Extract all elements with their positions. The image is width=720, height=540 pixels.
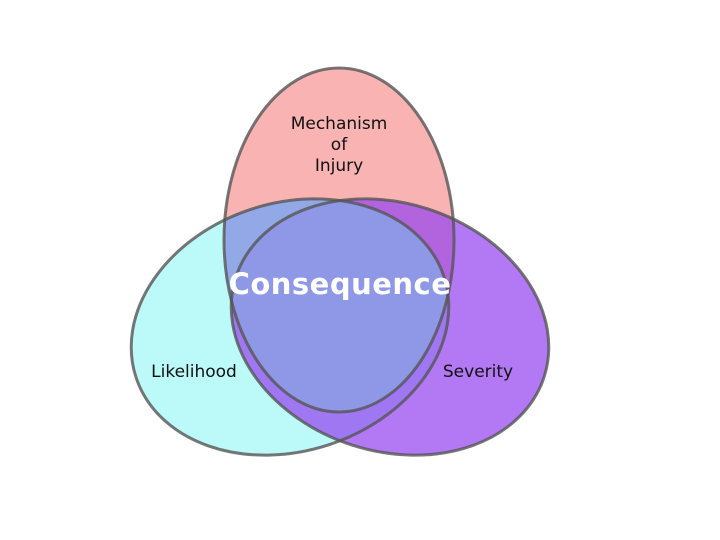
- outline-severity: [229, 197, 551, 457]
- label-likelihood: Likelihood: [151, 362, 237, 382]
- outline-likelihood: [129, 197, 451, 457]
- label-mechanism-line-3: Injury: [314, 156, 364, 176]
- consequence-overlap: [224, 198, 449, 412]
- label-consequence: Consequence: [228, 267, 452, 301]
- outline-mechanism: [222, 66, 456, 414]
- label-mechanism-of-injury: Mechanism of Injury: [259, 114, 419, 177]
- label-mechanism-line-2: of: [330, 135, 348, 155]
- label-mechanism-line-1: Mechanism: [290, 114, 388, 134]
- label-severity: Severity: [442, 362, 514, 382]
